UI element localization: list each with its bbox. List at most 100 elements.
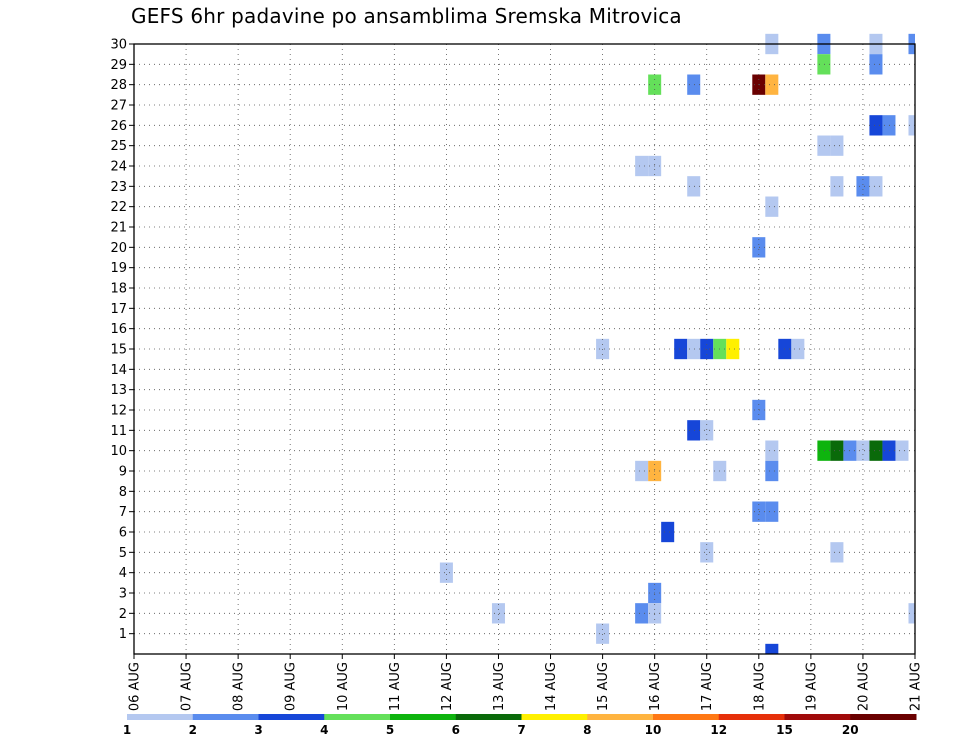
- data-cell: [830, 176, 844, 197]
- data-cell: [765, 196, 779, 217]
- colorbar-swatch: [521, 714, 588, 720]
- data-cell: [882, 115, 896, 136]
- y-tick-label: 10: [110, 444, 127, 459]
- data-cell: [635, 603, 649, 624]
- y-tick-label: 12: [110, 404, 127, 419]
- data-cell: [752, 501, 766, 522]
- colorbar-swatch: [324, 714, 391, 720]
- x-tick-label: 10 AUG: [336, 662, 351, 711]
- data-cell: [635, 155, 649, 177]
- x-tick-label: 18 AUG: [752, 662, 767, 711]
- x-tick-label: 16 AUG: [648, 662, 663, 711]
- colorbar-label: 20: [842, 723, 859, 737]
- y-tick-label: 13: [110, 383, 127, 398]
- y-tick-label: 1: [119, 627, 127, 642]
- y-tick-label: 30: [110, 38, 127, 53]
- y-tick-label: 21: [110, 221, 127, 236]
- colorbar-swatch: [718, 714, 785, 720]
- colorbar-swatch: [390, 714, 457, 720]
- colorbar-label: 4: [320, 723, 328, 737]
- colorbar-label: 5: [386, 723, 394, 737]
- x-tick-label: 17 AUG: [700, 662, 715, 711]
- y-tick-label: 14: [110, 363, 127, 378]
- x-tick-label: 06 AUG: [128, 662, 143, 711]
- data-cell: [869, 54, 883, 75]
- data-cell: [830, 440, 844, 461]
- data-cell: [687, 74, 701, 95]
- y-tick-label: 26: [110, 119, 127, 134]
- data-cell: [817, 440, 831, 461]
- y-tick-label: 23: [110, 180, 127, 195]
- x-tick-label: 08 AUG: [232, 662, 247, 711]
- data-cell: [908, 603, 915, 624]
- colorbar-swatch: [587, 714, 654, 720]
- colorbar-swatch: [653, 714, 720, 720]
- data-cell: [635, 460, 649, 482]
- colorbar-label: 3: [254, 723, 262, 737]
- data-cell: [791, 338, 805, 360]
- data-cell: [674, 338, 688, 360]
- y-tick-label: 24: [110, 160, 127, 175]
- colorbar-label: 10: [645, 723, 662, 737]
- y-axis: 1234567891011121314151617181920212223242…: [110, 38, 134, 642]
- y-tick-label: 3: [119, 587, 127, 602]
- y-tick-label: 2: [119, 607, 127, 622]
- colorbar-swatch: [192, 714, 259, 720]
- y-tick-label: 19: [110, 261, 127, 276]
- x-tick-label: 21 AUG: [909, 662, 924, 711]
- y-tick-label: 16: [110, 322, 127, 337]
- y-tick-label: 15: [110, 343, 127, 358]
- y-tick-label: 7: [119, 505, 127, 520]
- colorbar-swatch: [784, 714, 851, 720]
- data-cell: [439, 562, 453, 583]
- y-tick-label: 28: [110, 78, 127, 93]
- data-cell: [817, 135, 831, 156]
- grid-lines: [134, 44, 915, 654]
- data-cell: [856, 176, 870, 197]
- y-tick-label: 25: [110, 139, 127, 154]
- colorbar-legend: 1 2 3 4 5 6 7 8 10 12 15 20: [123, 714, 917, 737]
- colorbar-swatch: [258, 714, 325, 720]
- y-tick-label: 20: [110, 241, 127, 256]
- data-cell: [700, 542, 714, 563]
- data-cell: [817, 54, 831, 75]
- y-tick-label: 17: [110, 302, 127, 317]
- x-axis: 06 AUG 07 AUG 08 AUG 09 AUG 10 AUG 11 AUG 12 A…: [128, 654, 924, 711]
- x-tick-label: 13 AUG: [492, 662, 507, 711]
- y-tick-label: 27: [110, 99, 127, 114]
- data-cell: [765, 501, 779, 522]
- x-tick-label: 12 AUG: [440, 662, 455, 711]
- y-tick-label: 11: [110, 424, 127, 439]
- data-cell: [700, 420, 714, 441]
- y-tick-label: 9: [119, 465, 127, 480]
- data-cell: [830, 135, 844, 156]
- y-tick-label: 5: [119, 546, 127, 561]
- data-cell: [765, 460, 779, 482]
- data-cell: [726, 338, 740, 360]
- y-tick-label: 18: [110, 282, 127, 297]
- data-cell: [856, 440, 870, 461]
- colorbar-label: 12: [710, 723, 727, 737]
- colorbar-swatch: [455, 714, 522, 720]
- data-cell: [765, 440, 779, 461]
- x-tick-label: 14 AUG: [544, 662, 559, 711]
- data-cell: [869, 115, 883, 136]
- data-cell: [869, 440, 883, 461]
- data-cell: [882, 440, 896, 461]
- data-cell: [687, 176, 701, 197]
- y-tick-label: 6: [119, 526, 127, 541]
- x-tick-label: 19 AUG: [804, 662, 819, 711]
- data-cell: [869, 176, 883, 197]
- data-cell: [491, 603, 505, 624]
- data-cell: [765, 643, 779, 654]
- colorbar-label: 1: [123, 723, 131, 737]
- x-tick-label: 11 AUG: [388, 662, 403, 711]
- y-tick-label: 29: [110, 58, 127, 73]
- colorbar-label: 7: [517, 723, 525, 737]
- data-cell: [596, 623, 610, 644]
- data-cell: [752, 237, 766, 258]
- y-tick-label: 4: [119, 566, 127, 581]
- data-cells: [439, 33, 915, 654]
- data-cell: [765, 74, 779, 95]
